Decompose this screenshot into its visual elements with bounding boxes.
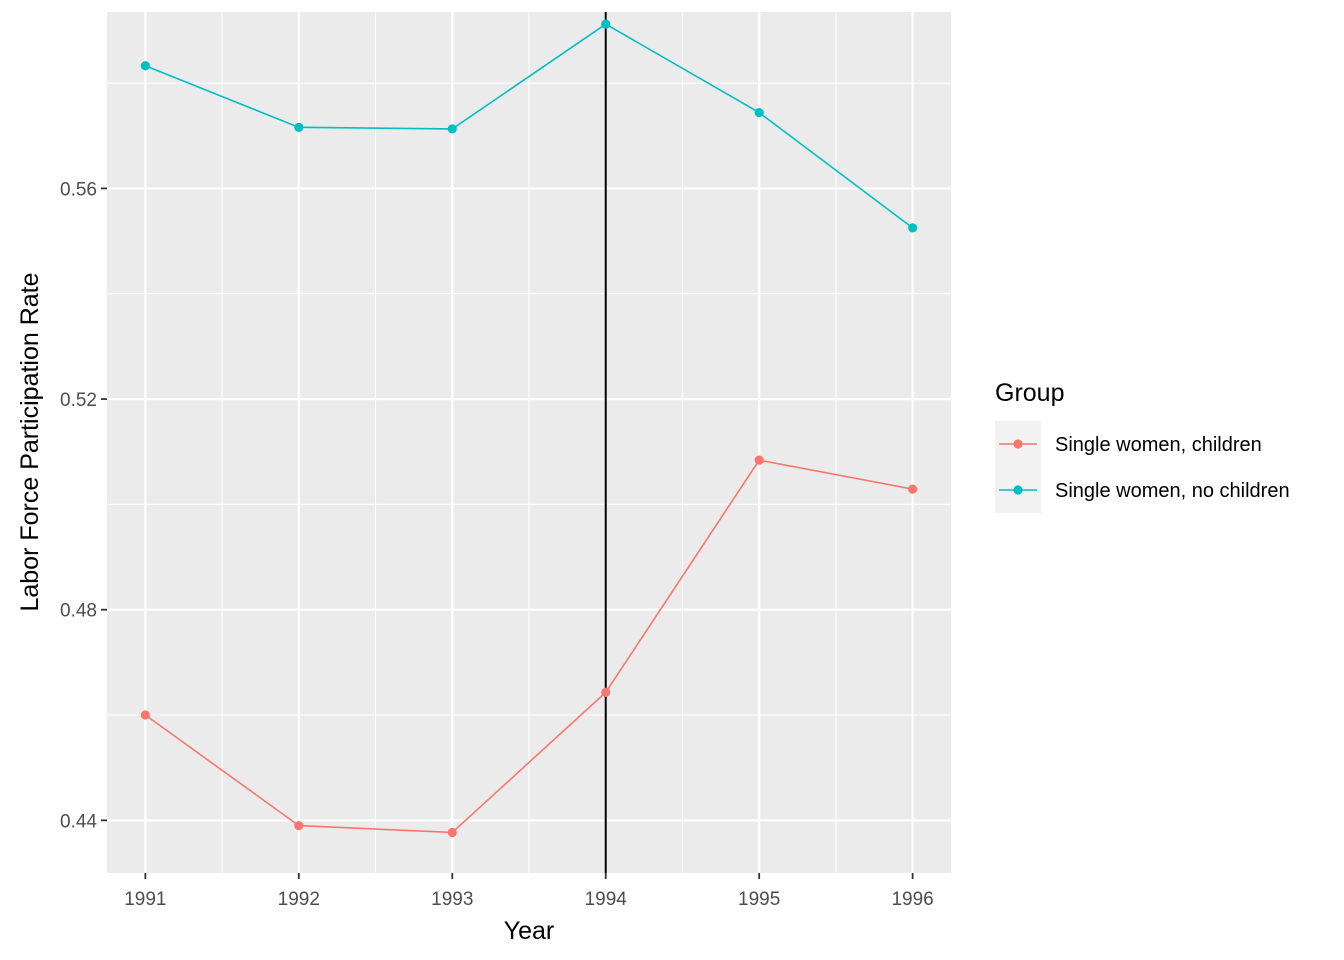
data-point — [601, 19, 611, 29]
legend-title: Group — [995, 379, 1064, 407]
y-axis-title: Labor Force Participation Rate — [16, 272, 44, 611]
y-axis: 0.44 0.48 0.52 0.56 — [60, 179, 107, 832]
data-point — [754, 455, 764, 465]
legend-label: Single women, children — [1055, 434, 1262, 456]
data-point — [140, 61, 150, 71]
x-tick-label: 1994 — [585, 889, 628, 910]
minor-gridlines — [107, 12, 951, 873]
data-point — [601, 687, 611, 697]
x-tick-label: 1992 — [278, 889, 320, 910]
data-point — [294, 821, 304, 831]
y-tick-label: 0.52 — [60, 390, 97, 411]
series-line — [144, 459, 913, 834]
major-gridlines — [107, 12, 951, 873]
legend-label: Single women, no children — [1055, 480, 1290, 502]
y-tick-label: 0.56 — [60, 179, 97, 200]
y-tick-label: 0.44 — [60, 811, 97, 832]
data-point — [908, 484, 918, 494]
data-point — [140, 710, 150, 720]
series-layer — [140, 19, 918, 838]
x-tick-label: 1993 — [431, 889, 473, 910]
x-tick-label: 1991 — [124, 889, 166, 910]
legend-keys: Single women, children Single women, no c… — [995, 421, 1290, 513]
legend-item: Single women, children — [995, 421, 1262, 467]
data-point — [754, 107, 764, 118]
x-tick-label: 1995 — [738, 889, 780, 910]
y-tick-label: 0.48 — [60, 601, 97, 622]
series-1 — [140, 455, 918, 838]
legend-item: Single women, no children — [995, 467, 1290, 513]
x-axis-title: Year — [504, 917, 555, 945]
x-tick-label: 1996 — [891, 889, 933, 910]
series-line — [145, 23, 914, 229]
legend-key-point — [1013, 485, 1023, 495]
x-axis: 1991 1992 1993 1994 1995 1996 — [124, 873, 934, 910]
data-point — [447, 124, 457, 134]
data-point — [294, 122, 304, 132]
data-point — [447, 827, 457, 838]
legend-key-point — [1013, 439, 1023, 449]
data-point — [908, 223, 918, 233]
series-2 — [140, 19, 918, 233]
